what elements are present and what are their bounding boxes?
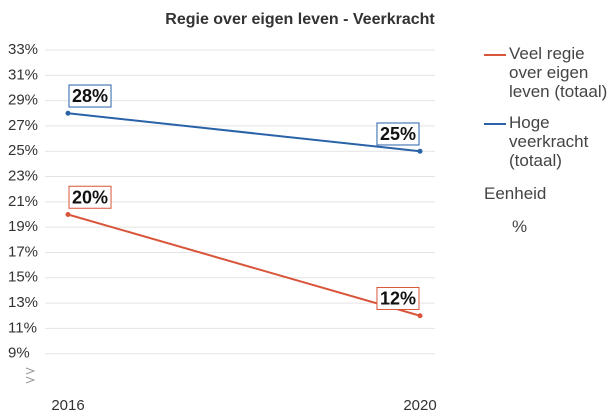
legend-swatch [484, 123, 506, 125]
chart-title: Regie over eigen leven - Veerkracht [165, 11, 435, 28]
series-line [67, 112, 421, 153]
y-tick-label: 15% [8, 269, 38, 286]
y-tick-label: 25% [8, 142, 38, 159]
unit-label: % [512, 217, 528, 236]
series-line [67, 213, 421, 317]
y-tick-label: 9% [8, 345, 30, 362]
label-box [376, 122, 420, 146]
legend-label: Veel regie over eigen leven (totaal) [509, 44, 608, 101]
data-label: 12% [380, 288, 416, 308]
y-tick-label: 13% [8, 294, 38, 311]
point [65, 212, 71, 217]
label-box [376, 286, 420, 310]
y-tick-label: 21% [8, 193, 38, 210]
data-label: 28% [72, 86, 108, 106]
chart: Regie over eigen leven - Veerkracht 9% 11… [8, 11, 437, 414]
point [417, 313, 423, 319]
axis-break [25, 367, 36, 384]
y-tick-label: 17% [8, 243, 38, 260]
legend-title: Eenheid [484, 184, 547, 203]
point [417, 148, 423, 154]
label-box [68, 185, 112, 209]
data-label: 25% [380, 124, 416, 144]
legend-item: Veel regie over eigen leven (totaal) [484, 44, 612, 101]
legend-label: Hoge veerkracht (totaal) [509, 113, 589, 170]
legend-item: Hoge veerkracht (totaal) [484, 113, 612, 170]
x-tick-label: 2020 [403, 397, 436, 414]
label-box [68, 84, 112, 108]
y-tick-label: 27% [8, 117, 38, 134]
legend: Veel regie over eigen leven (totaal) Hoge… [484, 44, 612, 236]
y-tick-label: 11% [8, 319, 37, 336]
data-label: 20% [72, 187, 108, 207]
y-tick-label: 23% [8, 168, 38, 185]
y-tick-label: 29% [8, 92, 38, 109]
x-tick-label: 2016 [51, 397, 84, 414]
legend-swatch [484, 54, 506, 56]
y-tick-label: 19% [8, 218, 38, 235]
y-tick-label: 31% [8, 66, 38, 83]
y-tick-label: 33% [8, 41, 38, 58]
point [65, 110, 71, 116]
